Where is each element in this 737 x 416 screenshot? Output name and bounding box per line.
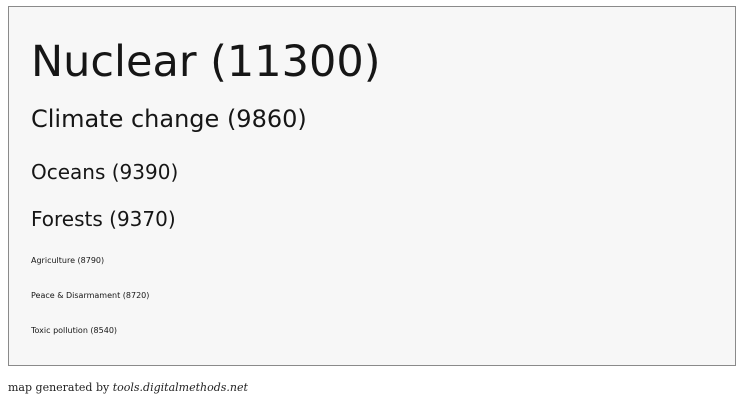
footer-link: tools.digitalmethods.net [112,381,248,394]
tag: Climate change (9860) [31,105,307,133]
tag: Forests (9370) [31,207,176,231]
footer: map generated by tools.digitalmethods.ne… [8,381,248,394]
tag: Agriculture (8790) [31,256,105,265]
footer-text: map generated by [8,381,110,394]
tag: Nuclear (11300) [31,37,381,87]
tag: Oceans (9390) [31,160,179,184]
tag: Toxic pollution (8540) [31,326,118,335]
tag-cloud: Nuclear (11300) Climate change (9860) Oc… [8,6,736,366]
tag: Peace & Disarmament (8720) [31,291,150,300]
